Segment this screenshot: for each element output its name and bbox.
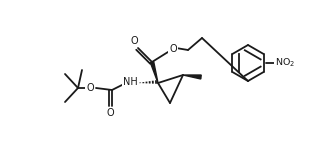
Text: O: O (86, 83, 94, 93)
Text: O: O (107, 108, 114, 118)
Polygon shape (150, 62, 158, 83)
Text: O: O (130, 36, 138, 46)
Text: O: O (169, 44, 177, 54)
Polygon shape (183, 75, 201, 79)
Text: NO$_2$: NO$_2$ (275, 57, 295, 69)
Text: NH: NH (123, 77, 137, 87)
